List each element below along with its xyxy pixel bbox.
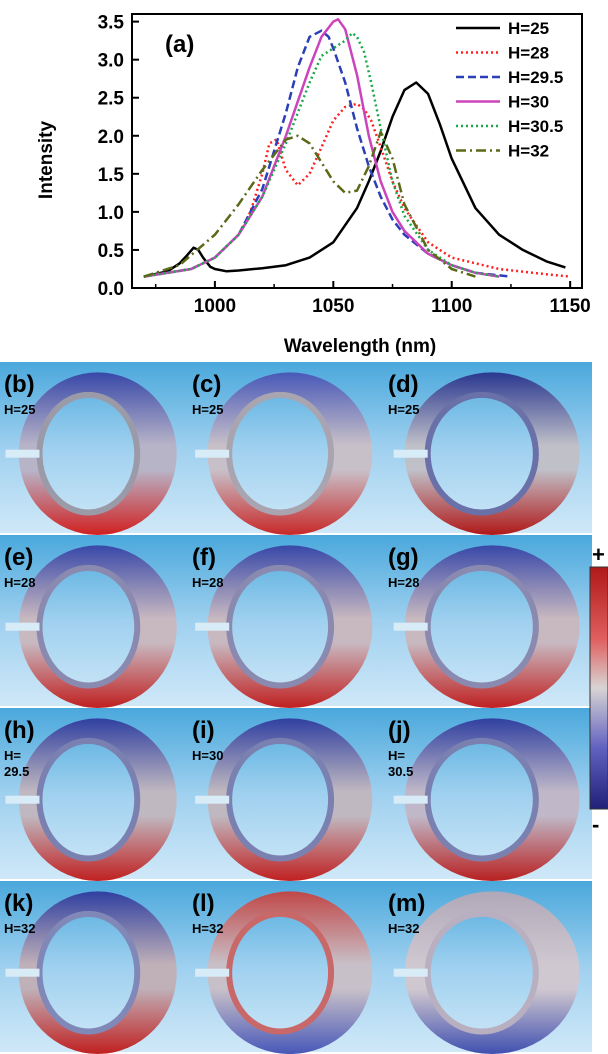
ring-resonator	[18, 891, 177, 1054]
ring-resonator	[18, 545, 177, 708]
x-tick-label: 1150	[550, 296, 591, 317]
panel-height-label: H=30	[192, 748, 223, 763]
chart-series	[143, 18, 571, 278]
ring-gap	[5, 795, 40, 804]
field-map-panel-k: (k) H=32	[0, 881, 188, 1054]
plot-frame	[131, 13, 583, 289]
ring-gap	[393, 795, 428, 804]
field-map-panel-c: (c) H=25	[188, 362, 384, 536]
panel-letter: (c)	[192, 371, 221, 398]
ring-resonator	[207, 545, 373, 709]
panel-height-label: H= 29.5	[4, 748, 29, 779]
panel-height-label: H=32	[4, 921, 35, 936]
panel-letter: (e)	[4, 544, 33, 571]
chart-legend: H=25 H=28 H=29.5 H=30 H=30.5 H=32	[456, 19, 563, 161]
y-tick-label: 0.5	[98, 241, 125, 262]
panel-height-label: H=28	[4, 575, 35, 590]
ring-resonator	[207, 718, 373, 882]
series-line-h-25	[143, 81, 566, 278]
ring-resonator	[404, 718, 580, 881]
x-axis-label: Wavelength (nm)	[284, 336, 436, 357]
ring-resonator	[18, 372, 177, 535]
panel-height-label: H= 30.5	[388, 748, 413, 779]
ring-gap	[393, 968, 428, 977]
legend-label: H=32	[508, 142, 549, 161]
panel-letter: (f)	[192, 544, 216, 571]
y-tick-label: 3.5	[98, 13, 125, 34]
series-line-h-30-5	[143, 31, 500, 278]
panel-height-label: H=28	[192, 575, 223, 590]
ring-gap	[195, 968, 230, 977]
panel-height-label: H=32	[192, 921, 223, 936]
field-map-panel-e: (e) H=28	[0, 535, 188, 708]
series-line-h-29-5	[143, 29, 512, 278]
y-tick-label: 2.5	[98, 89, 125, 110]
series-line-h-32	[143, 130, 476, 278]
panel-letter: (b)	[4, 371, 35, 398]
panel-letter: (i)	[192, 717, 215, 744]
legend-label: H=30	[508, 93, 549, 112]
colorbar-scale	[589, 566, 608, 810]
field-map-panel-m: (m) H=32	[384, 881, 592, 1054]
ring-resonator	[207, 372, 373, 536]
y-tick-label: 1.5	[98, 165, 125, 186]
ring-resonator	[404, 891, 580, 1054]
ring-gap	[5, 449, 40, 458]
field-map-panel-f: (f) H=28	[188, 535, 384, 709]
legend-label: H=30.5	[508, 117, 563, 136]
ring-gap	[5, 968, 40, 977]
x-tick-label: 1050	[312, 296, 354, 317]
panel-label-a: (a)	[165, 31, 194, 58]
panel-letter: (k)	[4, 890, 33, 917]
field-map-panel-b: (b) H=25	[0, 362, 188, 535]
y-tick-label: 1.0	[98, 203, 124, 224]
y-tick-label: 2.0	[98, 127, 124, 148]
spectrum-chart: 1000 1050 1100 1150 0.0 0.5 1.0 1.5 2.0 2.5 3.0 3.5…	[36, 13, 591, 357]
panel-letter: (d)	[388, 371, 419, 398]
colorbar-bottom-label: -	[592, 812, 599, 837]
panel-letter: (h)	[4, 717, 35, 744]
field-map-panel-d: (d) H=25	[384, 362, 592, 535]
x-tick-label: 1100	[431, 296, 472, 317]
panel-letter: (l)	[192, 890, 215, 917]
y-axis-label: Intensity	[36, 121, 57, 200]
series-line-h-28	[143, 102, 571, 278]
ring-resonator	[404, 372, 580, 535]
ring-resonator	[18, 718, 177, 881]
ring-gap	[393, 449, 428, 458]
ring-gap	[5, 622, 40, 631]
panel-height-label: H=28	[388, 575, 419, 590]
ring-gap	[195, 622, 230, 631]
field-map-panel-g: (g) H=28	[384, 535, 592, 708]
field-map-panel-j: (j) H= 30.5	[384, 708, 592, 881]
field-map-panel-i: (i) H=30	[188, 708, 384, 882]
panel-height-label: H=32	[388, 921, 419, 936]
x-tick-label: 1000	[194, 296, 236, 317]
chart-axes: 1000 1050 1100 1150 0.0 0.5 1.0 1.5 2.0 2.5 3.0 3.5	[98, 13, 591, 317]
ring-resonator	[404, 545, 580, 708]
panel-letter: (g)	[388, 544, 419, 571]
field-map-panel-l: (l) H=32	[188, 881, 384, 1054]
ring-resonator	[207, 891, 373, 1054]
ring-gap	[195, 449, 230, 458]
panel-height-label: H=25	[4, 402, 35, 417]
series-line-h-30	[143, 18, 500, 278]
panel-letter: (j)	[388, 717, 411, 744]
y-tick-label: 0.0	[98, 279, 124, 300]
legend-label: H=29.5	[508, 68, 563, 87]
colorbar-top-label: +	[592, 542, 605, 567]
colorbar: + -	[589, 542, 608, 837]
panel-height-label: H=25	[192, 402, 223, 417]
field-map-grid: (b) H=25 (c) H=25 (d) H=25 (e) H=28 (f) H=28 (g) H=…	[0, 362, 608, 1054]
legend-label: H=28	[508, 44, 549, 63]
y-tick-label: 3.0	[98, 51, 124, 72]
panel-letter: (m)	[388, 890, 425, 917]
ring-gap	[195, 795, 230, 804]
panel-height-label: H=25	[388, 402, 419, 417]
legend-label: H=25	[508, 19, 549, 38]
field-map-panel-h: (h) H= 29.5	[0, 708, 188, 881]
ring-gap	[393, 622, 428, 631]
